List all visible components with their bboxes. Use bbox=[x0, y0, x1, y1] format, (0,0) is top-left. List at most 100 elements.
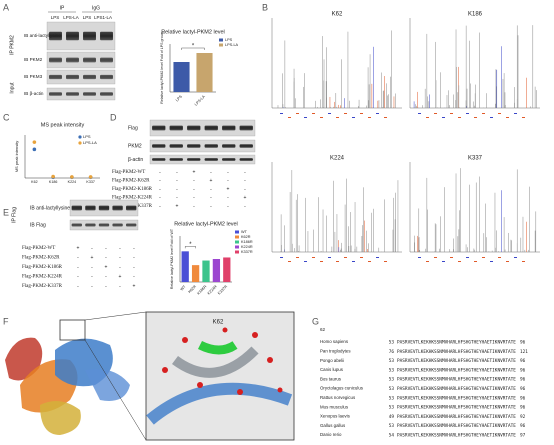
label: PKM2 bbox=[128, 143, 142, 149]
mark: - bbox=[244, 186, 246, 192]
mark: - bbox=[105, 245, 107, 251]
blot-band bbox=[187, 144, 201, 148]
mark: - bbox=[77, 283, 79, 289]
row-label: Flag-PKM2-K62R bbox=[112, 179, 150, 184]
label: LPS bbox=[51, 15, 60, 20]
sequence: PASRVEVTLKEKHKSSNMVHARLHFSHGTHEYHAETIKNV… bbox=[397, 405, 516, 411]
seq-end: 96 bbox=[520, 358, 526, 364]
legend-swatch bbox=[219, 38, 223, 42]
x-tick-label: K337R bbox=[217, 284, 228, 295]
sequence: PASRVEVTLKEKHKSSNMVHARLHFSHGTHEYHAETIKNV… bbox=[397, 414, 516, 420]
seq-end: 97 bbox=[520, 433, 526, 439]
mark: - bbox=[133, 264, 135, 270]
legend-label: WT bbox=[241, 230, 248, 234]
label: β-actin bbox=[128, 157, 143, 163]
legend-swatch bbox=[78, 141, 82, 145]
x-tick-label: K186R bbox=[196, 284, 207, 295]
fragment-marker bbox=[426, 117, 429, 118]
mark: - bbox=[210, 203, 212, 209]
x-tick-label: K186 bbox=[49, 180, 57, 184]
blot-band bbox=[112, 205, 123, 211]
bar bbox=[173, 62, 190, 92]
blot-band bbox=[66, 31, 79, 41]
seq-start: 76 bbox=[389, 349, 395, 355]
blot-band bbox=[152, 158, 166, 161]
legend-swatch bbox=[235, 245, 239, 249]
fragment-marker bbox=[514, 257, 517, 258]
seq-start: 53 bbox=[389, 405, 395, 411]
fragment-marker bbox=[352, 261, 355, 262]
label: LPS1-LA bbox=[94, 15, 112, 20]
panel-label: D bbox=[110, 112, 117, 122]
mark: - bbox=[210, 195, 212, 201]
mark: - bbox=[176, 169, 178, 175]
panel-label: C bbox=[3, 112, 10, 122]
legend-label: LPS bbox=[225, 38, 233, 42]
species: Homo sapiens bbox=[320, 339, 349, 344]
fragment-marker bbox=[514, 113, 517, 114]
fragment-marker bbox=[482, 113, 485, 114]
position-label: 62 bbox=[320, 327, 326, 332]
fragment-marker bbox=[328, 257, 331, 258]
mark: - bbox=[176, 195, 178, 201]
fragment-marker bbox=[384, 261, 387, 262]
fragment-marker bbox=[296, 257, 299, 258]
fragment-marker bbox=[312, 257, 315, 258]
blot-band bbox=[66, 74, 79, 80]
point bbox=[70, 175, 74, 179]
seq-start: 53 bbox=[389, 377, 395, 383]
side-label: IP Flag bbox=[11, 207, 17, 223]
row-label: Flag-PKM2-K337R bbox=[22, 284, 63, 289]
mark: - bbox=[91, 274, 93, 280]
fragment-marker bbox=[498, 113, 501, 114]
mark: - bbox=[77, 255, 79, 261]
label: IgG bbox=[92, 5, 100, 11]
legend-label: LPS bbox=[83, 134, 91, 139]
fragment-marker bbox=[426, 261, 429, 262]
blot-band bbox=[239, 125, 253, 131]
sequence: PASRVEVTLKEKHKSSNMVHARLHFSHGTHEYHAETIKNV… bbox=[397, 395, 516, 401]
mark: - bbox=[133, 245, 135, 251]
fragment-marker bbox=[312, 113, 315, 114]
seq-start: 49 bbox=[389, 414, 395, 420]
fragment-marker bbox=[442, 117, 445, 118]
mark: - bbox=[133, 274, 135, 280]
legend-label: LPS-LA bbox=[83, 140, 97, 145]
sequence: PASRVEVTLKEKHKSSNMVHARLHFSHGTHEYHAETIKNV… bbox=[397, 367, 516, 373]
label: IB Flag bbox=[30, 222, 46, 228]
fragment-marker bbox=[418, 257, 421, 258]
annotation: * bbox=[189, 242, 192, 248]
blot bbox=[149, 154, 256, 165]
mark: - bbox=[159, 186, 161, 192]
fragment-marker bbox=[450, 257, 453, 258]
panel-label: B bbox=[262, 2, 268, 12]
mark: - bbox=[105, 274, 107, 280]
mark: - bbox=[244, 178, 246, 184]
label: IB β-actin bbox=[24, 91, 44, 96]
mark: - bbox=[119, 283, 121, 289]
mark: - bbox=[244, 169, 246, 175]
mark: - bbox=[210, 186, 212, 192]
mark: - bbox=[193, 195, 195, 201]
chart-title: Relative lactyl-PKM2 level bbox=[174, 221, 238, 227]
fragment-marker bbox=[434, 113, 437, 114]
seq-start: 53 bbox=[389, 386, 395, 392]
blot-band bbox=[169, 125, 183, 131]
blot bbox=[46, 51, 116, 69]
seq-end: 96 bbox=[520, 377, 526, 383]
mark: - bbox=[91, 245, 93, 251]
seq-end: 96 bbox=[520, 405, 526, 411]
legend-swatch bbox=[78, 135, 82, 139]
fragment-marker bbox=[344, 113, 347, 114]
bar bbox=[181, 251, 189, 282]
mark: - bbox=[227, 195, 229, 201]
fragment-marker bbox=[296, 113, 299, 114]
blot-band bbox=[169, 158, 183, 161]
mark: - bbox=[176, 178, 178, 184]
fragment-marker bbox=[368, 117, 371, 118]
mark: - bbox=[159, 169, 161, 175]
blot-band bbox=[169, 144, 183, 148]
species: Mus musculus bbox=[320, 404, 349, 409]
fragment-marker bbox=[320, 117, 323, 118]
